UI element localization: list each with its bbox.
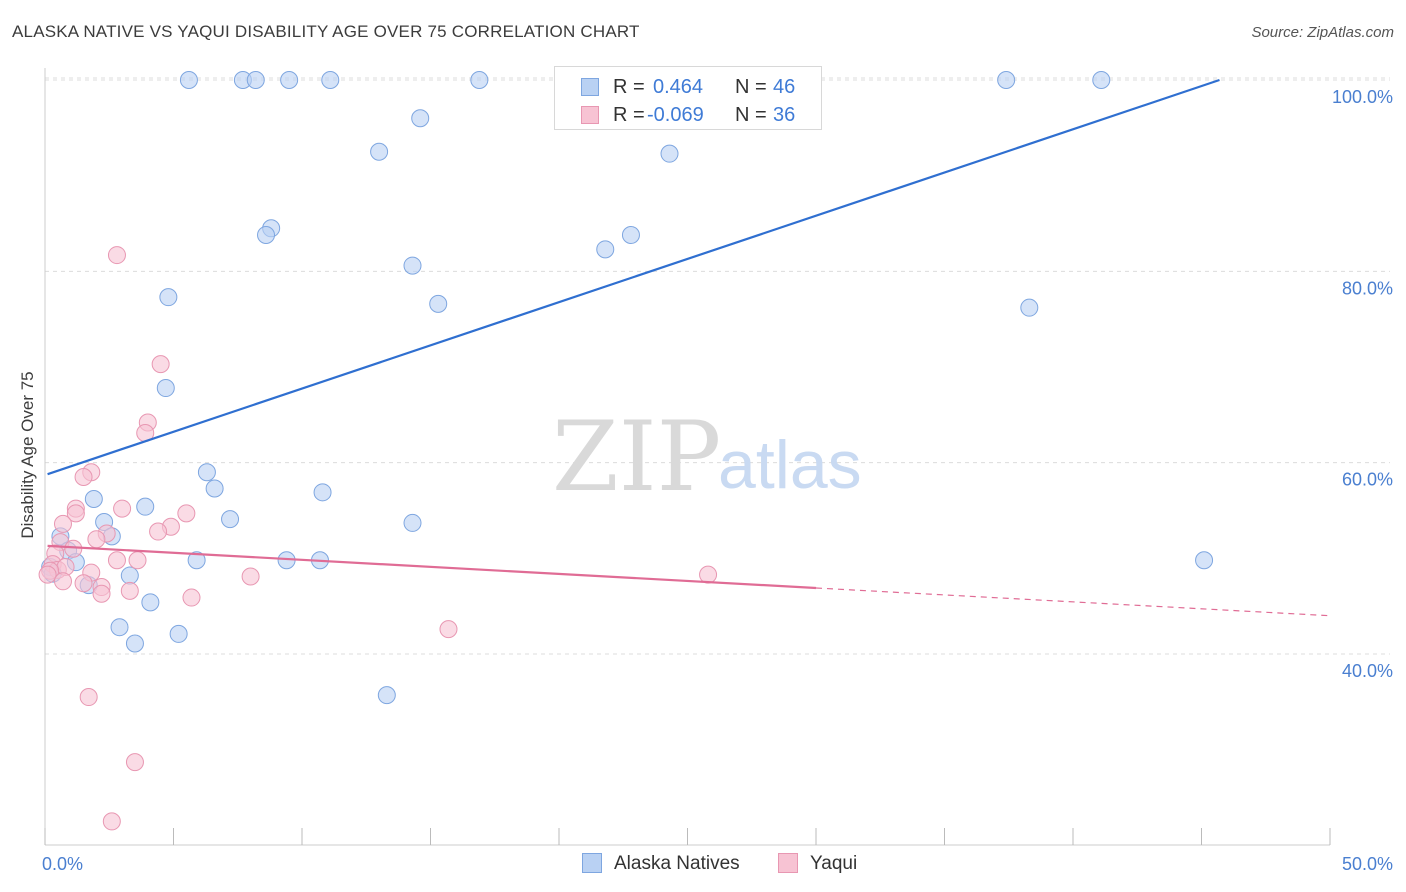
alaska-natives-point (84, 490, 103, 509)
alaska-natives-point (1195, 551, 1214, 570)
yaqui-point (120, 581, 139, 600)
alaska-natives-point (1020, 298, 1039, 317)
r-value: 0.464 (653, 76, 704, 98)
yaqui-point (177, 504, 196, 523)
alaska-natives-point (403, 513, 422, 532)
yaqui-point (151, 355, 170, 374)
alaska-natives-point (156, 379, 175, 398)
axis-layer (44, 68, 1331, 846)
yaqui-point (66, 504, 85, 523)
legend-swatch-pink (778, 853, 798, 873)
alaska-natives-point (377, 686, 396, 705)
chart-title: ALASKA NATIVE VS YAQUI DISABILITY AGE OV… (12, 22, 640, 41)
yaqui-point (74, 468, 93, 487)
alaska-natives-point (125, 634, 144, 653)
yaqui-point (699, 565, 718, 584)
yaqui-point (182, 588, 201, 607)
legend-label: Yaqui (810, 853, 858, 874)
yaqui-point (74, 574, 93, 593)
y-tick-label: 80.0% (1342, 278, 1393, 298)
legend-swatch-blue (582, 853, 602, 873)
yaqui-point (79, 688, 98, 707)
yaqui-swatch (581, 106, 599, 124)
n-value: 46 (773, 76, 796, 98)
alaska-natives-point (205, 479, 224, 498)
yaqui-point (113, 499, 132, 518)
alaska-natives-point (136, 497, 155, 516)
yaqui-trendline (47, 544, 817, 590)
alaska-natives-point (313, 483, 332, 502)
r-label: R = (613, 76, 645, 98)
yaqui-point (53, 572, 72, 591)
yaqui-point (149, 522, 168, 541)
alaska-natives-point (596, 240, 615, 259)
yaqui-point (128, 551, 147, 570)
stats-row-alaska-natives: R = 0.464 N = 46 (555, 73, 821, 101)
yaqui-point (38, 565, 57, 584)
points-layer (38, 71, 1214, 831)
y-axis-title: Disability Age Over 75 (18, 371, 37, 538)
r-label: R = (613, 104, 645, 126)
y-tick-label: 60.0% (1342, 470, 1393, 490)
trend-layer (47, 78, 1331, 617)
yaqui-point (125, 753, 144, 772)
alaska-natives-trendline (47, 78, 1220, 476)
alaska-natives-point (470, 71, 489, 89)
yaqui-point (241, 567, 260, 586)
label-layer: 40.0% 60.0% 80.0% 100.0% 0.0% 50.0% (42, 87, 1393, 874)
alaska-natives-point (120, 566, 139, 585)
grid-layer (45, 77, 1390, 655)
yaqui-trendline-extrapolated (815, 587, 1331, 617)
yaqui-point (53, 514, 72, 533)
alaska-natives-point (169, 624, 188, 643)
watermark-zip: ZIP (552, 401, 721, 513)
alaska-natives-point (141, 593, 160, 612)
alaska-natives-swatch (581, 78, 599, 96)
alaska-natives-point (1092, 71, 1111, 89)
n-label: N = (735, 104, 767, 126)
alaska-natives-point (403, 256, 422, 275)
chart-source: Source: ZipAtlas.com (1251, 24, 1394, 41)
alaska-natives-point (660, 144, 679, 163)
n-label: N = (735, 76, 767, 98)
alaska-natives-point (411, 109, 430, 128)
alaska-natives-point (429, 294, 448, 313)
yaqui-point (439, 620, 458, 639)
alaska-natives-point (197, 463, 216, 482)
yaqui-point (92, 584, 111, 603)
alaska-natives-point (179, 71, 198, 89)
y-tick-label: 100.0% (1332, 87, 1393, 107)
legend-label: Alaska Natives (614, 853, 740, 874)
yaqui-point (107, 246, 126, 265)
x-tick-label-min: 0.0% (42, 854, 83, 874)
alaska-natives-point (110, 618, 129, 637)
stats-row-yaqui: R = -0.069 N = 36 (555, 101, 821, 129)
y-tick-label: 40.0% (1342, 661, 1393, 681)
x-tick-label-max: 50.0% (1342, 854, 1393, 874)
correlation-stats-box: R = 0.464 N = 46 R = -0.069 N = 36 (554, 66, 822, 130)
alaska-natives-point (280, 71, 299, 89)
n-value: 36 (773, 104, 796, 126)
alaska-natives-point (221, 510, 240, 529)
alaska-natives-point (321, 71, 340, 89)
yaqui-point (107, 551, 126, 570)
alaska-natives-point (246, 71, 265, 89)
alaska-natives-point (370, 142, 389, 161)
alaska-natives-point (187, 551, 206, 570)
r-value: -0.069 (647, 104, 704, 126)
alaska-natives-point (257, 225, 276, 244)
alaska-natives-point (159, 288, 178, 307)
yaqui-point (87, 530, 106, 549)
yaqui-point (64, 539, 83, 558)
yaqui-point (102, 812, 121, 831)
alaska-natives-point (997, 71, 1016, 89)
alaska-natives-point (621, 225, 640, 244)
watermark-atlas: atlas (718, 427, 862, 503)
